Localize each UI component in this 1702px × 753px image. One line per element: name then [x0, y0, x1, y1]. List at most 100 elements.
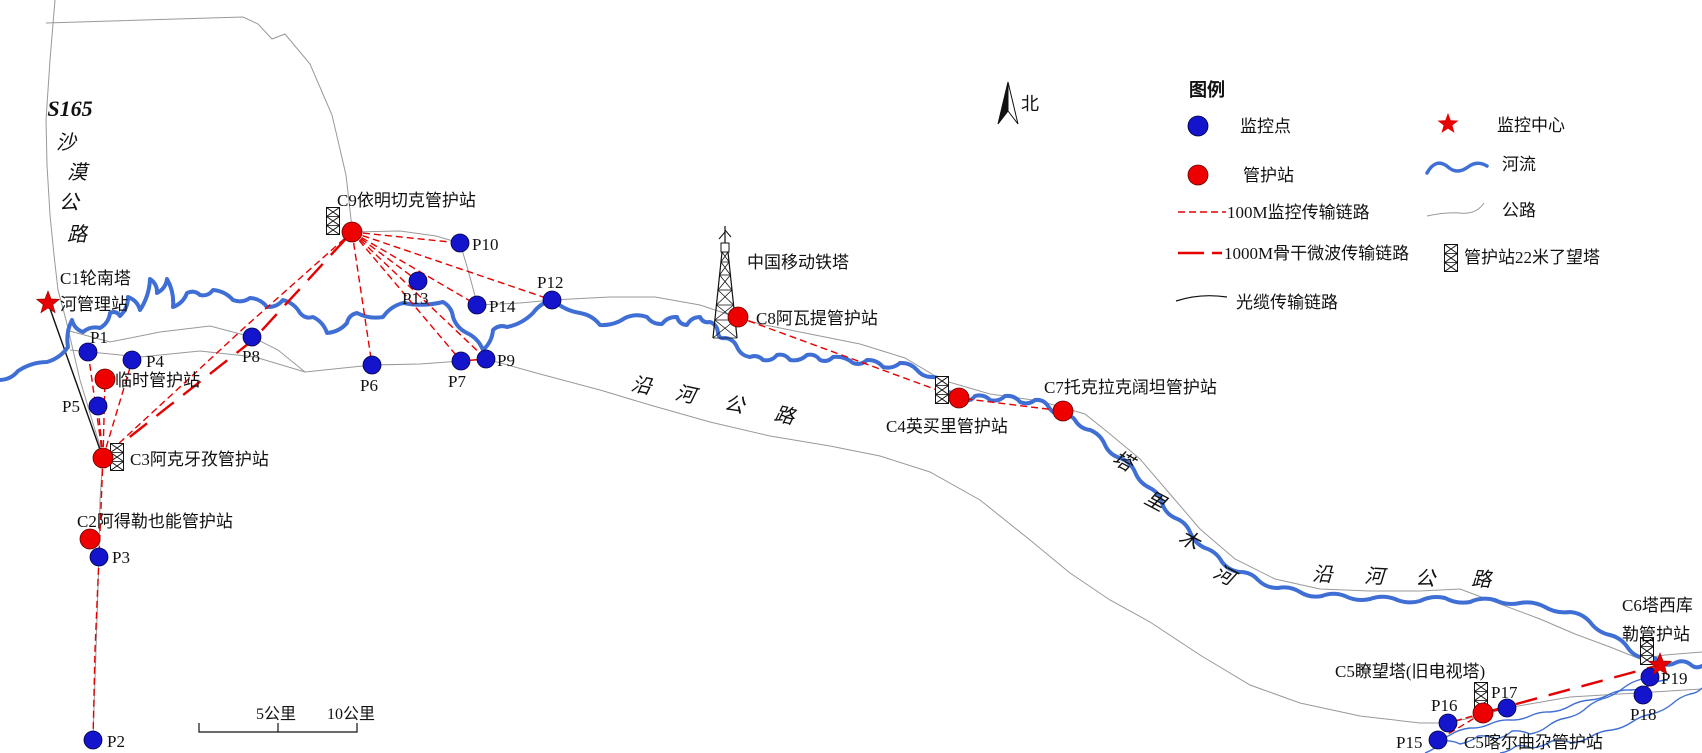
monitor-center-star-C6	[1647, 652, 1673, 676]
point-label-P14: P14	[489, 297, 516, 316]
station-label-C2: C2阿得勒也能管护站	[77, 512, 233, 531]
scale-label-10km: 10公里	[327, 705, 375, 723]
road-line	[45, 16, 353, 229]
station-label-C5: C5喀尔曲尕管护站	[1464, 733, 1603, 752]
riverside-road-east-char: 路	[1471, 568, 1494, 591]
point-label-P10: P10	[472, 235, 498, 254]
legend-item-label-link-100m: 100M监控传输链路	[1227, 203, 1370, 222]
point-label-P8: P8	[242, 347, 260, 366]
c5-old-tv-tower-label: C5瞭望塔(旧电视塔)	[1335, 662, 1485, 681]
legend-road-icon	[1426, 202, 1485, 217]
legend-item-label-fiber-link: 光缆传输链路	[1236, 293, 1338, 312]
monitor-point-P15	[1428, 730, 1448, 750]
riverside-road-west-char: 沿	[629, 373, 655, 399]
station-label-C9: C9依明切克管护站	[337, 191, 476, 210]
north-label: 北	[1021, 94, 1039, 114]
link-100m	[351, 231, 553, 301]
link-100m	[97, 405, 104, 459]
station-label-TEMP: 临时管护站	[115, 371, 200, 390]
riverside-road-west-char: 公	[722, 392, 748, 418]
station-label-C8: C8阿瓦提管护站	[756, 309, 878, 328]
point-label-P13: P13	[402, 289, 428, 308]
river-tributary	[1499, 687, 1702, 753]
link-100m	[351, 231, 419, 282]
legend-item-label-station: 管护站	[1243, 166, 1294, 185]
point-label-P12: P12	[537, 273, 563, 292]
station-dot-C3	[92, 447, 114, 469]
link-100m	[351, 231, 373, 366]
riverside-road-east-char: 河	[1364, 565, 1389, 588]
monitor-point-P14	[467, 295, 487, 315]
tarim-river-char: 木	[1175, 526, 1205, 556]
point-label-P15: P15	[1396, 733, 1422, 752]
link-1000m-backbone	[1482, 663, 1661, 715]
link-100m	[102, 378, 106, 459]
monitor-point-P8	[242, 327, 262, 347]
point-label-P3: P3	[112, 548, 130, 567]
riverside-road-east-char: 公	[1415, 567, 1438, 590]
station-dot-C8	[727, 306, 749, 328]
center-label-C6: C6塔西库	[1622, 596, 1693, 615]
legend-item-label-monitor-center: 监控中心	[1497, 116, 1565, 135]
road-line	[65, 325, 306, 373]
monitor-point-P13	[408, 271, 428, 291]
riverside-road-east-char: 沿	[1312, 563, 1335, 586]
river-tarim	[0, 277, 1702, 670]
legend-title: 图例	[1189, 79, 1225, 100]
monitor-point-P3	[89, 547, 109, 567]
point-label-P16: P16	[1431, 696, 1457, 715]
station-dot-C5	[1472, 702, 1494, 724]
point-label-P7: P7	[448, 372, 466, 391]
monitor-point-P9	[476, 349, 496, 369]
monitor-center-star-C1	[35, 290, 61, 314]
station-dot-TEMP	[94, 368, 116, 390]
link-100m	[92, 457, 104, 741]
center-label-C1: C1轮南塔	[60, 269, 131, 288]
watchtower-icon-C4	[935, 376, 949, 404]
legend-fiber-icon	[1175, 295, 1228, 302]
monitor-point-P6	[362, 355, 382, 375]
river-tributary	[1429, 679, 1669, 742]
desert-road-char: 公	[59, 192, 81, 214]
legend-item-label-road: 公路	[1502, 201, 1536, 220]
watchtower-icon-C6	[1640, 637, 1654, 665]
link-100m	[351, 231, 478, 306]
monitor-point-P16	[1438, 713, 1458, 733]
legend	[1175, 113, 1489, 302]
station-label-C4: C4英买里管护站	[886, 417, 1008, 436]
point-label-P18: P18	[1630, 705, 1656, 724]
monitor-point-P5	[88, 396, 108, 416]
monitor-point-P1	[78, 342, 98, 362]
point-label-P6: P6	[360, 376, 378, 395]
legend-tower-icon	[1444, 244, 1458, 272]
link-100m	[102, 231, 353, 459]
riverside-road-west-char: 路	[772, 403, 798, 429]
monitor-point-P12	[542, 290, 562, 310]
scale-label-5km: 5公里	[256, 705, 296, 723]
scale-bar	[198, 723, 358, 733]
link-100m	[351, 231, 487, 360]
legend-item-label-watchtower-22m: 管护站22米了望塔	[1464, 248, 1600, 267]
legend-item-label-monitor-point: 监控点	[1240, 117, 1291, 136]
center-label-C1: 河管理站	[60, 295, 128, 314]
legend-item-label-river: 河流	[1502, 155, 1536, 174]
monitor-point-P17	[1497, 698, 1517, 718]
station-dot-C2	[79, 528, 101, 550]
monitor-point-P18	[1633, 685, 1653, 705]
point-label-P17: P17	[1491, 683, 1518, 702]
desert-road-char: 路	[67, 224, 89, 246]
desert-road-char: 漠	[67, 162, 90, 184]
legend-blue-dot-icon	[1187, 115, 1209, 137]
monitor-point-P10	[450, 233, 470, 253]
link-100m	[351, 231, 462, 362]
north-arrow-icon	[997, 81, 1019, 125]
link-100m	[1437, 712, 1484, 741]
point-label-P4: P4	[146, 352, 164, 371]
desert-road-char: 沙	[56, 132, 78, 154]
tarim-river-char: 河	[1210, 561, 1242, 592]
station-dot-C7	[1052, 400, 1074, 422]
monitor-point-P4	[122, 350, 142, 370]
link-100m	[102, 360, 133, 459]
